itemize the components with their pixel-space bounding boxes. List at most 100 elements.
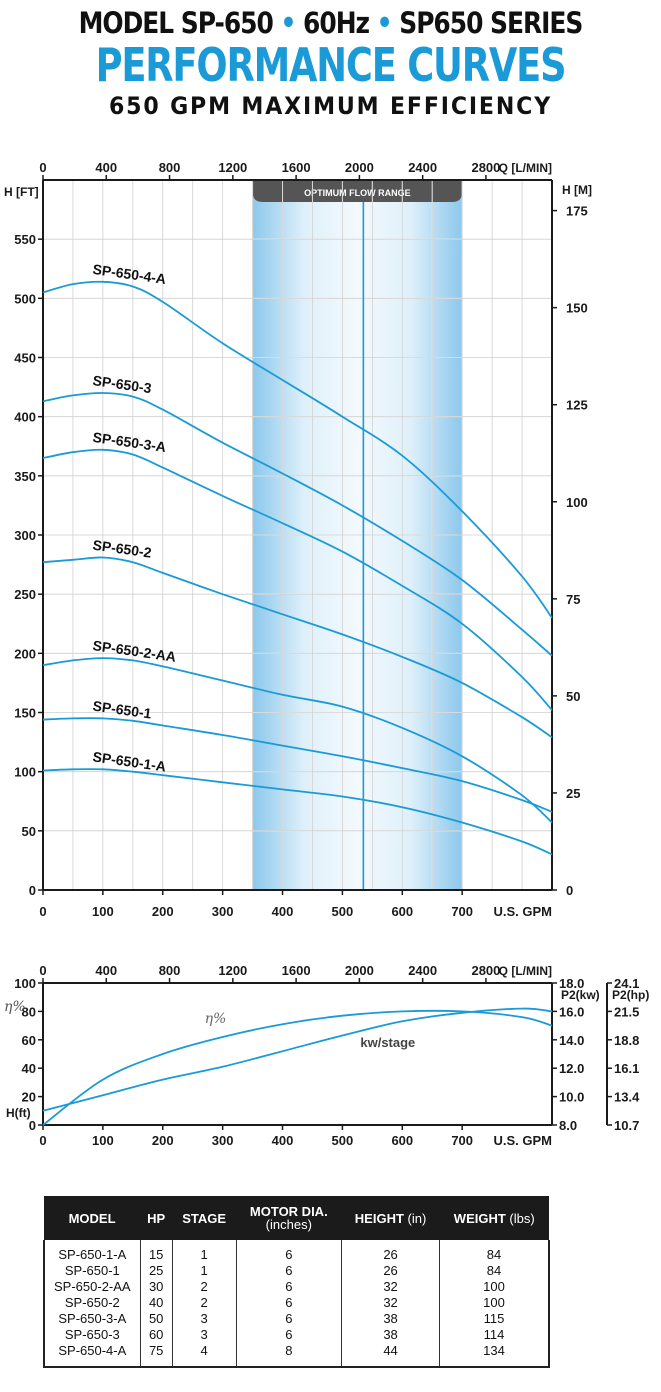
right-tick-label: 100 [566,495,588,510]
right-axis-label: H [M] [562,183,592,197]
x-tick-label: 300 [212,1133,234,1145]
model-spec-table: MODEL HP STAGE MOTOR DIA. (inches) HEIGHT… [43,1196,550,1368]
table-cell: 26 [341,1240,440,1262]
right-tick-label: 0 [566,883,573,898]
y-tick-label: 0 [29,883,36,898]
optimum-flow-label: OPTIMUM FLOW RANGE [304,188,411,198]
power-curve [42,1007,553,1112]
table-cell: 6 [235,1326,342,1342]
page-title: PERFORMANCE CURVES [95,38,567,92]
y-tick-label: 550 [14,232,36,247]
y-axis-label: H(ft) [6,1106,31,1120]
right-tick-label: 175 [566,204,588,219]
top-tick-label: 1600 [282,963,311,978]
top-tick-label: 2800 [471,160,500,175]
curve-sp-650-1 [42,717,553,813]
top-tick-label: 1600 [282,160,311,175]
y-tick-label: 500 [14,291,36,306]
y-tick-label: 350 [14,469,36,484]
x-tick-label: 0 [39,904,46,919]
table-cell: 2 [171,1278,237,1294]
kw-tick-label: 12.0 [559,1061,584,1076]
table-cell: 32 [341,1294,440,1310]
kw-tick-label: 10.0 [559,1090,584,1105]
curve-sp-650-2-aa [42,657,553,824]
col-header-stage: STAGE [172,1196,237,1240]
y-tick-label: 40 [22,1061,36,1076]
top-tick-label: 2000 [345,160,374,175]
table-cell: 2 [171,1294,237,1310]
kw-tick-label: 18.0 [559,976,584,991]
header-dot-1: • [280,6,296,40]
header-dot-2: • [376,6,393,40]
curve-sp-650-1-a [42,768,553,856]
top-tick-label: 0 [39,963,46,978]
table-row: SP-650-1 25 1 6 26 84 [44,1262,549,1278]
table-cell: 3 [171,1310,237,1326]
curve-sp-650-4-a [42,280,553,619]
x-tick-label: 700 [451,1133,473,1145]
y-tick-label: 150 [14,706,36,721]
top-tick-label: 400 [95,160,117,175]
header-model: MODEL SP-650 [78,6,274,40]
x-tick-label: 500 [332,1133,354,1145]
page-subtitle: 650 GPM MAXIMUM EFFICIENCY [108,92,553,120]
top-tick-label: 1200 [218,160,247,175]
table-cell: 114 [439,1326,549,1342]
table-cell: SP-650-4-A [58,1342,127,1358]
x-tick-label: 100 [92,904,114,919]
kw-tick-label: 16.0 [559,1004,584,1019]
table-cell: 6 [235,1278,342,1294]
table-cell: 1 [171,1262,237,1278]
x-axis-label: U.S. GPM [493,904,552,919]
curve-sp-650-2 [42,556,553,739]
table-cell: SP-650-2-AA [54,1278,131,1294]
table-cell: 3 [171,1326,237,1342]
table-cell: SP-650-3 [64,1326,120,1342]
top-axis-label: Q [L/MIN] [499,964,552,978]
x-tick-label: 0 [39,1133,46,1145]
header-series: SP650 SERIES [399,6,583,40]
table-cell: SP-650-1-A [58,1246,127,1262]
table-cell: 8 [235,1342,342,1367]
table-cell: 6 [235,1240,342,1262]
y-tick-label: 20 [22,1090,36,1105]
eta-axis-label: η% [4,999,26,1015]
optimum-flow-tab [252,180,463,202]
y-tick-label: 100 [14,976,36,991]
hp-tick-label: 24.1 [614,976,639,991]
table-cell: 38 [341,1326,440,1342]
y-tick-label: 450 [14,351,36,366]
table-cell: 84 [439,1262,549,1278]
y-tick-label: 200 [14,646,36,661]
top-tick-label: 1200 [218,963,247,978]
header-model-line: MODEL SP-650 • 60Hz • SP650 SERIES [46,6,614,40]
x-tick-label: 200 [152,1133,174,1145]
top-tick-label: 2400 [408,963,437,978]
kw-tick-label: 14.0 [559,1033,584,1048]
right-tick-label: 75 [566,592,580,607]
right-tick-label: 50 [566,689,580,704]
eta-annotation: η% [205,1011,227,1027]
hp-tick-label: 13.4 [614,1090,640,1105]
table-cell: 6 [235,1294,342,1310]
y-tick-label: 250 [14,587,36,602]
efficiency-curve [42,1009,553,1126]
table-row: SP-650-1-A 15 1 6 26 84 [44,1240,549,1262]
y-axis-label: H [FT] [4,185,39,199]
table-cell: 38 [341,1310,440,1326]
table-cell: SP-650-3-A [58,1310,127,1326]
col-header-model: MODEL [44,1196,141,1240]
table-header-row: MODEL HP STAGE MOTOR DIA. (inches) HEIGHT… [44,1196,549,1240]
top-tick-label: 800 [159,963,181,978]
x-tick-label: 600 [391,904,413,919]
x-tick-label: 200 [152,904,174,919]
table-cell: 44 [341,1342,440,1367]
table-cell: 134 [439,1342,549,1367]
table-cell: 50 [139,1310,173,1326]
right-tick-label: 125 [566,398,588,413]
y-tick-label: 80 [22,1004,36,1019]
top-tick-label: 800 [159,160,181,175]
x-tick-label: 400 [272,904,294,919]
